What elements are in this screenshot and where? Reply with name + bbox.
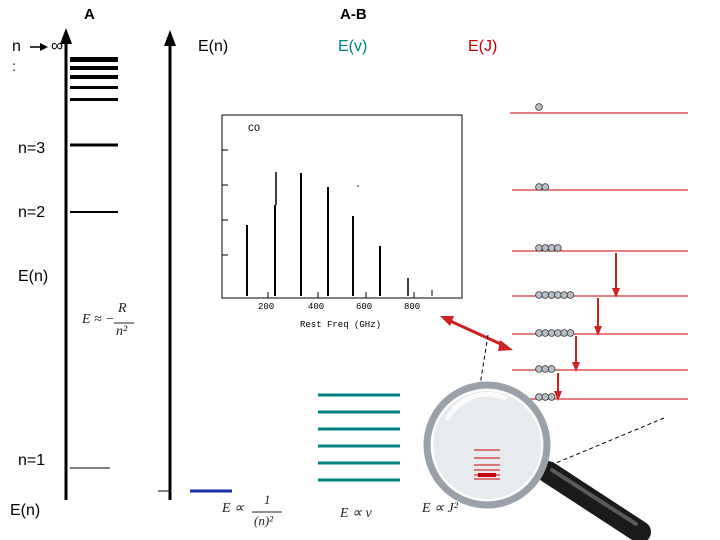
- lens-glare: [445, 391, 508, 421]
- lens-inner-rim: [431, 389, 543, 501]
- population-circle: [566, 291, 575, 299]
- colon-mark: :: [12, 58, 16, 74]
- population-circle: [535, 393, 543, 401]
- x-tick-label: 400: [308, 302, 325, 312]
- magnifier-lens: [423, 381, 551, 509]
- zoomed-fine-levels: [478, 473, 496, 477]
- population-circle: [554, 291, 562, 299]
- population-circle: [535, 329, 543, 337]
- population-circle: [554, 329, 562, 337]
- spectrum-frame: [221, 114, 463, 299]
- n-label: n: [12, 38, 21, 55]
- x-tick-label: 600: [356, 302, 373, 312]
- stray-dot: [357, 185, 359, 187]
- formula-n-num: 1: [264, 492, 271, 507]
- level-high-4: [70, 86, 118, 89]
- population-circle: [541, 365, 550, 373]
- axis-arrowhead-a: [60, 28, 72, 44]
- population-circle: [535, 103, 543, 111]
- formula-n-lhs: E ∝: [222, 501, 245, 516]
- col-ej-label: E(J): [468, 38, 498, 55]
- population-circle: [541, 393, 550, 401]
- level-n3-label: n=3: [18, 140, 46, 157]
- link-arrowhead-left: [440, 316, 454, 326]
- zoom-guide-line: [477, 334, 489, 399]
- panel-ab-en: [158, 30, 232, 500]
- formula-a-num: R: [118, 301, 127, 316]
- population-circle: [535, 244, 543, 252]
- link-arrow: [440, 316, 513, 351]
- population-circle: [560, 329, 568, 337]
- link-arrowhead-right: [498, 340, 513, 351]
- axis-label-mid: E(n): [18, 268, 49, 285]
- population-circle: [535, 291, 543, 299]
- vibrational-levels: [318, 393, 400, 482]
- population-circle: [547, 291, 556, 299]
- level-n1-label: n=1: [18, 452, 46, 469]
- spectrum-xlabel: Rest Freq (GHz): [300, 320, 382, 330]
- population-circle: [547, 393, 556, 401]
- population-circle: [547, 365, 556, 373]
- n-arrow-head: [40, 43, 48, 51]
- formula-j: E ∝ J²: [422, 501, 458, 516]
- transition-arrowhead: [594, 326, 602, 336]
- population-circle: [547, 329, 556, 337]
- handle-highlight: [550, 468, 638, 526]
- population-circle: [566, 329, 575, 337]
- formula-v: E ∝ v: [340, 506, 372, 521]
- spectrum-species-label: CO: [248, 124, 261, 135]
- population-circle: [547, 244, 556, 252]
- co-spectrum-plot: [221, 114, 463, 299]
- population-circle: [541, 244, 550, 252]
- level-high-1: [70, 57, 118, 62]
- population-circle: [541, 183, 550, 191]
- level-high-5: [70, 98, 118, 101]
- formula-a-lhs: E ≈ −: [82, 312, 115, 327]
- x-tick-label: 800: [404, 302, 421, 312]
- col-en-label: E(n): [198, 38, 229, 55]
- infinity-symbol: ∞: [51, 36, 64, 55]
- population-circle: [541, 329, 550, 337]
- col-ev-label: E(v): [338, 38, 368, 55]
- population-circle: [560, 291, 568, 299]
- population-circle: [535, 183, 543, 191]
- panel-a: [30, 28, 118, 500]
- population-circle: [554, 244, 562, 252]
- transition-arrowhead: [572, 362, 580, 372]
- header-a: A: [84, 6, 95, 23]
- level-high-3: [70, 75, 118, 79]
- level-n2-label: n=2: [18, 204, 46, 221]
- formula-n-den: (n)²: [254, 513, 274, 528]
- axis-label-bottom: E(n): [10, 502, 41, 519]
- transition-arrowhead: [554, 391, 562, 401]
- header-ab: A-B: [340, 6, 367, 23]
- formula-a-den: n²: [116, 324, 128, 339]
- link-arrow-shaft: [447, 318, 506, 348]
- transition-arrowhead: [612, 288, 620, 298]
- magnifier-handle: [537, 461, 651, 540]
- axis-arrowhead-ab: [164, 30, 176, 46]
- population-circle: [541, 291, 550, 299]
- population-circle: [535, 365, 543, 373]
- x-tick-label: 200: [258, 302, 275, 312]
- rotational-levels: [510, 103, 688, 401]
- magnifying-glass-icon: [423, 334, 665, 540]
- level-high-2: [70, 66, 118, 70]
